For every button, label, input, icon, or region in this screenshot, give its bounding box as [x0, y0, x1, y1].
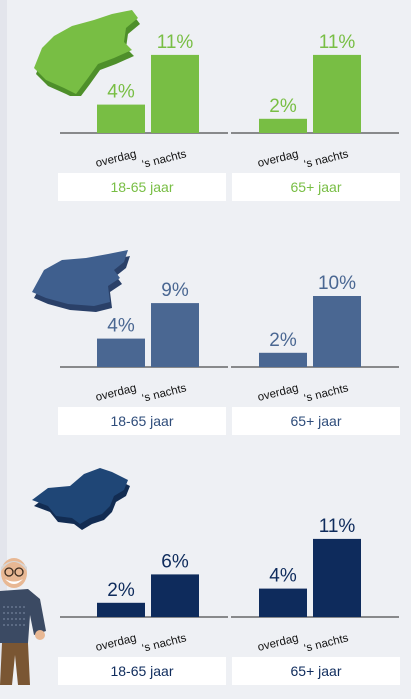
elderly-man-illustration [0, 558, 46, 685]
group-label: 65+ jaar [290, 663, 342, 679]
category-label: ‘s nachts [141, 382, 188, 405]
category-label: ‘s nachts [141, 632, 188, 655]
category-label: overdag [256, 148, 299, 170]
category-label: ‘s nachts [303, 148, 350, 171]
bar-value-label: 2% [107, 580, 135, 601]
group-label-box: 18-65 jaar [58, 173, 226, 201]
bar [313, 296, 361, 367]
bar [97, 104, 145, 133]
bar [259, 588, 307, 617]
chart-panel-1: 4% overdag 11% ‘s nachts 2% overdag 11% ‘s nach… [0, 0, 411, 215]
bar [313, 538, 361, 617]
category-label: overdag [94, 632, 137, 654]
group-label: 18-65 jaar [110, 179, 174, 195]
bar [151, 54, 199, 133]
bar-chart-1: 4% overdag 11% ‘s nachts 2% overdag 11% ‘s nach… [60, 32, 399, 171]
left-edge-strip [0, 0, 7, 685]
bar [97, 338, 145, 367]
category-label: ‘s nachts [141, 148, 188, 171]
bar-value-label: 6% [161, 551, 189, 572]
group-label: 65+ jaar [290, 413, 342, 429]
category-label: overdag [256, 632, 299, 654]
bar-value-label: 4% [269, 566, 297, 587]
bar-value-label: 9% [161, 280, 189, 301]
bar-value-label: 11% [157, 32, 194, 53]
group-label-box: 18-65 jaar [58, 657, 226, 685]
bar-value-label: 4% [107, 82, 135, 103]
category-label: ‘s nachts [303, 382, 350, 405]
bar [151, 574, 199, 617]
category-label: overdag [256, 382, 299, 404]
bar [313, 54, 361, 133]
netherlands-map-icon [34, 10, 140, 96]
group-label-box: 65+ jaar [232, 173, 400, 201]
bar-chart-2: 4% overdag 9% ‘s nachts 2% overdag 10% ‘s nacht… [60, 273, 399, 405]
bar-value-label: 2% [269, 96, 297, 117]
bar-value-label: 10% [318, 273, 356, 294]
bar-value-label: 2% [269, 330, 297, 351]
bar [259, 118, 307, 133]
netherlands-map-icon [32, 468, 130, 530]
bar-chart-3: 2% overdag 6% ‘s nachts 4% overdag 11% ‘s nacht… [60, 516, 399, 655]
category-label: overdag [94, 148, 137, 170]
bar [151, 303, 199, 367]
group-label: 65+ jaar [290, 179, 342, 195]
group-label: 18-65 jaar [110, 413, 174, 429]
category-label: overdag [94, 382, 137, 404]
bar [97, 602, 145, 617]
group-label-box: 65+ jaar [232, 407, 400, 435]
netherlands-map-icon [32, 250, 130, 312]
group-label-box: 18-65 jaar [58, 407, 226, 435]
bar-value-label: 11% [319, 32, 356, 53]
category-label: ‘s nachts [303, 632, 350, 655]
bar [259, 352, 307, 367]
group-label-box: 65+ jaar [232, 657, 400, 685]
group-label: 18-65 jaar [110, 663, 174, 679]
chart-panel-3: 2% overdag 6% ‘s nachts 4% overdag 11% ‘s nacht… [0, 468, 411, 699]
bar-value-label: 11% [319, 516, 356, 537]
chart-panel-2: 4% overdag 9% ‘s nachts 2% overdag 10% ‘s nacht… [0, 234, 411, 449]
bar-value-label: 4% [107, 316, 135, 337]
